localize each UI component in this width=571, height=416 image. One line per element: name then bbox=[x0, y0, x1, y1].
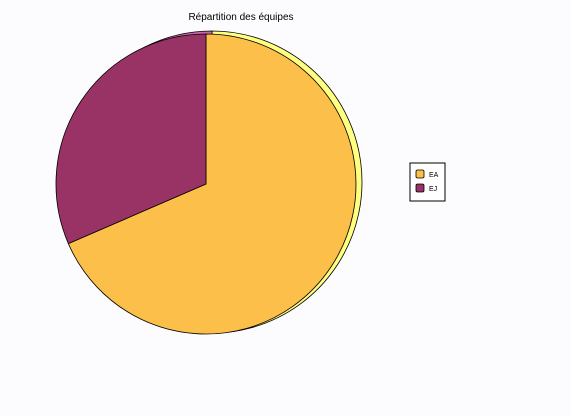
legend-label-ea: EA bbox=[429, 172, 439, 179]
legend-swatch-ea bbox=[415, 169, 425, 179]
pie-slice-ea bbox=[67, 33, 357, 335]
legend-swatch-ej bbox=[415, 183, 425, 193]
legend-box bbox=[409, 162, 446, 202]
legend-label-ej: EJ bbox=[429, 186, 437, 193]
pie-slice-ej bbox=[55, 33, 207, 245]
chart-title: Répartition des équipes bbox=[188, 12, 293, 23]
legend: EA EJ bbox=[409, 162, 446, 202]
pie-slices bbox=[55, 33, 357, 335]
